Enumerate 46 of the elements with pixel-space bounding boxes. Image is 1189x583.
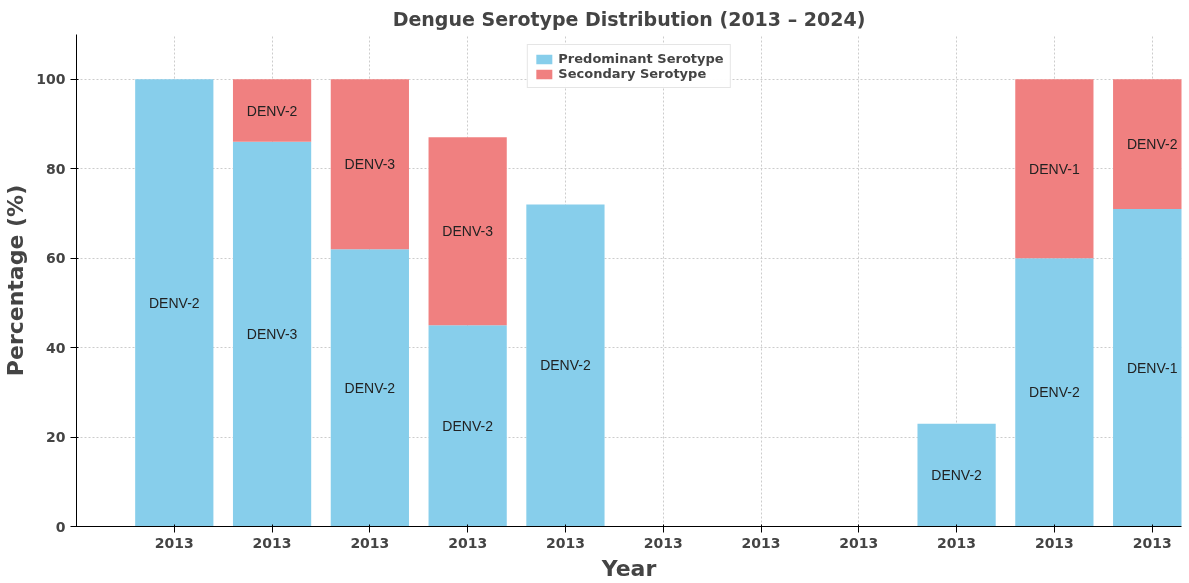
legend-label: Predominant Serotype <box>558 51 724 66</box>
bar <box>917 423 996 527</box>
bar <box>428 137 507 326</box>
data-label: DENV-3 <box>246 326 298 343</box>
data-label: DENV-2 <box>344 379 396 396</box>
x-axis-title: Year <box>600 555 657 581</box>
x-tick-label: 2013 <box>448 534 488 551</box>
bar <box>330 249 409 527</box>
y-axis-title: Percentage (%) <box>3 184 29 377</box>
x-tick-label: 2013 <box>839 534 879 551</box>
bar <box>1015 79 1094 259</box>
x-tick-label: 2013 <box>741 534 781 551</box>
data-label: DENV-2 <box>1029 384 1080 401</box>
data-label: DENV-2 <box>149 294 200 311</box>
y-tick-label: 60 <box>46 250 66 267</box>
bar <box>1015 258 1094 527</box>
x-tick-label: 2013 <box>252 534 292 551</box>
bar <box>232 141 312 527</box>
data-label: DENV-2 <box>931 467 983 484</box>
y-tick-label: 40 <box>46 339 66 356</box>
chart-title: Dengue Serotype Distribution (2013 – 2024) <box>392 7 866 30</box>
data-label: DENV-2 <box>1126 136 1178 153</box>
y-tick-label: 80 <box>46 160 66 177</box>
x-tick-label: 2013 <box>937 534 977 551</box>
bar <box>330 79 409 250</box>
data-label: DENV-1 <box>1126 359 1178 376</box>
x-tick-label: 2013 <box>154 534 194 551</box>
bar <box>135 79 214 527</box>
y-tick-label: 20 <box>46 429 66 446</box>
data-label: DENV-2 <box>246 102 298 119</box>
bar <box>428 325 507 527</box>
data-label: DENV-2 <box>442 417 494 434</box>
x-tick-label: 2013 <box>1132 534 1172 551</box>
x-tick-label: 2013 <box>545 534 585 551</box>
data-label: DENV-1 <box>1029 160 1080 177</box>
x-tick-label: 2013 <box>350 534 390 551</box>
legend-label: Secondary Serotype <box>558 66 707 81</box>
x-tick-label: 2013 <box>643 534 683 551</box>
bar <box>526 204 605 527</box>
y-tick-label: 100 <box>36 71 66 88</box>
x-tick-label: 2013 <box>1034 534 1074 551</box>
data-label: DENV-2 <box>540 357 591 374</box>
data-label: DENV-3 <box>442 223 494 240</box>
y-tick-label: 0 <box>55 518 66 535</box>
data-label: DENV-3 <box>344 156 396 173</box>
bar <box>232 79 312 142</box>
